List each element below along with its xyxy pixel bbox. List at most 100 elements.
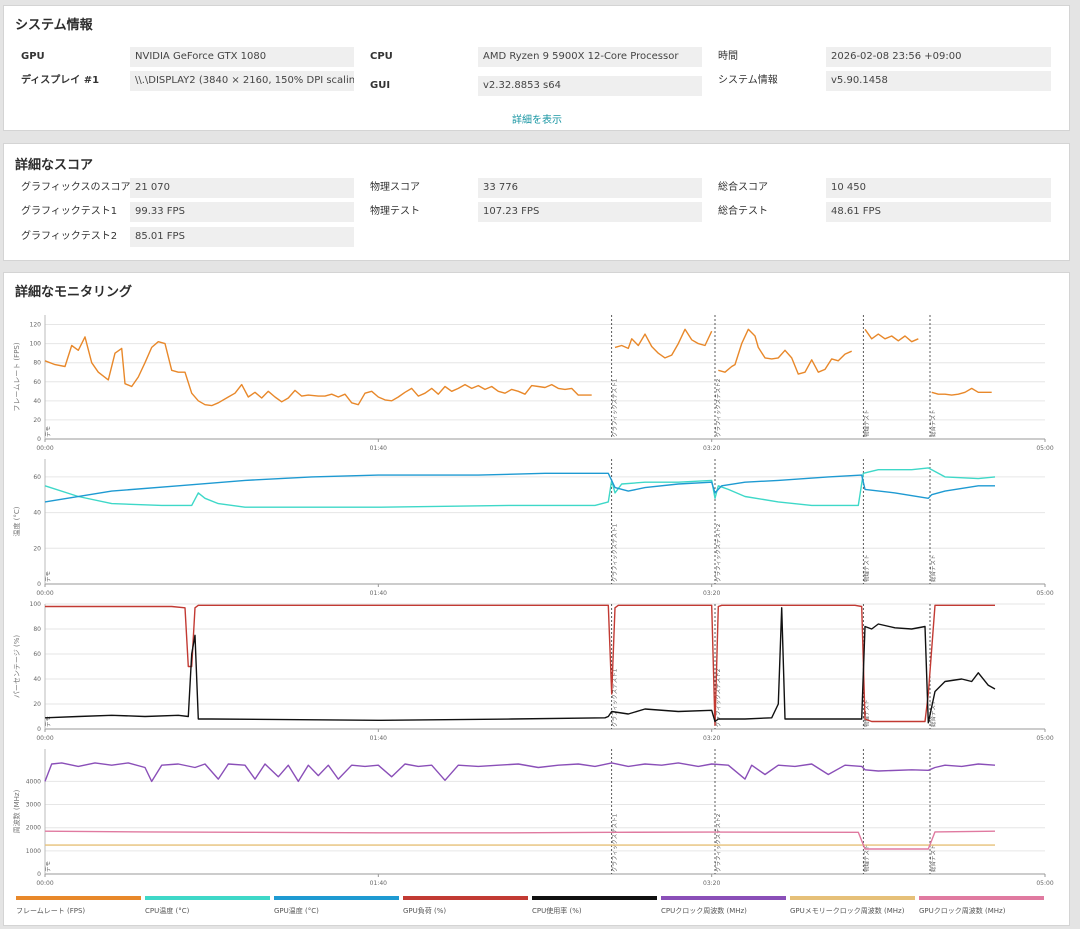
x-tick-label: 00:00 — [36, 590, 53, 597]
chart-legend: フレームレート (FPS) CPU温度 (°C) GPU温度 (°C) GPU負荷 (… — [16, 896, 1056, 926]
legend-item[interactable]: GPUメモリークロック周波数 (MHz) — [790, 896, 917, 916]
graphics-score-label: グラフィックスのスコア — [21, 182, 131, 193]
series-line — [44, 472, 995, 503]
combined-test-value: 48.61 FPS — [826, 202, 1051, 222]
y-tick-label: 120 — [30, 322, 42, 329]
section-marker-label: グラフィックステスト2 — [714, 379, 722, 437]
y-axis-label: 周波数 (MHz) — [12, 789, 21, 833]
display-label: ディスプレイ #1 — [21, 75, 100, 86]
series-line — [44, 762, 996, 783]
display-value: \\.\DISPLAY2 (3840 × 2160, 150% DPI scal… — [130, 71, 354, 91]
x-tick-label: 01:40 — [370, 590, 387, 597]
x-tick-label: 03:20 — [703, 735, 720, 742]
y-tick-label: 2000 — [26, 825, 41, 832]
y-tick-label: 60 — [33, 379, 41, 386]
y-tick-label: 4000 — [26, 778, 41, 785]
series-line — [44, 830, 996, 850]
x-tick-label: 05:00 — [1036, 880, 1053, 887]
x-tick-label: 05:00 — [1036, 445, 1053, 452]
series-line — [931, 387, 992, 396]
chart-panel-3: 0 1000 2000 3000 4000 00:00 01:40 03:20 05:00 周波数… — [12, 749, 1054, 887]
y-tick-label: 20 — [33, 545, 41, 552]
y-axis-label: フレームレート (FPS) — [13, 342, 21, 411]
physics-score-label: 物理スコア — [370, 182, 420, 193]
show-details-link[interactable]: 詳細を表示 — [512, 115, 562, 126]
y-tick-label: 40 — [33, 398, 41, 405]
y-tick-label: 20 — [33, 701, 41, 708]
sysinfo-value: v5.90.1458 — [826, 71, 1051, 91]
legend-swatch — [403, 896, 528, 900]
time-label: 時間 — [718, 51, 738, 62]
monitoring-title: 詳細なモニタリング — [15, 285, 133, 300]
section-marker-label: グラフィックステスト1 — [611, 814, 619, 872]
section-marker-label: 物理テスト — [862, 554, 870, 582]
legend-item[interactable]: CPU温度 (°C) — [145, 896, 272, 916]
x-tick-label: 01:40 — [370, 880, 387, 887]
legend-swatch — [274, 896, 399, 900]
section-marker-label: グラフィックステスト1 — [611, 379, 619, 437]
section-marker-label: 総合テスト — [929, 844, 937, 872]
legend-item[interactable]: フレームレート (FPS) — [16, 896, 143, 916]
physics-test-label: 物理テスト — [370, 206, 420, 217]
series-line — [614, 328, 713, 359]
legend-label: GPUメモリークロック周波数 (MHz) — [790, 907, 905, 915]
section-marker-label: 総合テスト — [929, 409, 937, 437]
section-marker-label: 物理テスト — [862, 699, 870, 727]
legend-label: CPU温度 (°C) — [145, 907, 190, 915]
y-tick-label: 0 — [37, 581, 41, 588]
section-marker-label: デモ — [44, 571, 52, 582]
legend-swatch — [919, 896, 1044, 900]
series-line — [44, 607, 996, 724]
chart-panel-2: 0 20 40 60 80 100 00:00 01:40 03:20 05:00 パーセンテージ … — [13, 601, 1054, 742]
legend-label: CPUクロック周波数 (MHz) — [661, 907, 747, 915]
gt2-label: グラフィックテスト2 — [21, 231, 118, 242]
legend-item[interactable]: GPUクロック周波数 (MHz) — [919, 896, 1046, 916]
y-tick-label: 20 — [33, 417, 41, 424]
combined-score-label: 総合スコア — [718, 182, 768, 193]
x-tick-label: 00:00 — [36, 445, 53, 452]
y-tick-label: 80 — [33, 626, 41, 633]
scores-card: 詳細なスコア グラフィックスのスコア 21 070 物理スコア 33 776 総… — [3, 143, 1070, 261]
gui-value: v2.32.8853 s64 — [478, 76, 702, 96]
y-tick-label: 0 — [37, 871, 41, 878]
section-marker-label: 物理テスト — [862, 844, 870, 872]
series-line — [718, 328, 852, 375]
section-marker-label: グラフィックステスト1 — [611, 524, 619, 582]
gt1-label: グラフィックテスト1 — [21, 206, 118, 217]
y-axis-label: パーセンテージ (%) — [13, 635, 21, 698]
section-marker-label: デモ — [44, 716, 52, 727]
chart-panel-1: 0 20 40 60 00:00 01:40 03:20 05:00 温度 (°C) デモ グラフィ… — [12, 459, 1054, 597]
y-tick-label: 60 — [33, 651, 41, 658]
x-tick-label: 03:20 — [703, 445, 720, 452]
legend-swatch — [16, 896, 141, 900]
y-tick-label: 40 — [33, 676, 41, 683]
monitoring-card: 詳細なモニタリング — [3, 272, 1070, 926]
y-tick-label: 40 — [33, 510, 41, 517]
scores-title: 詳細なスコア — [15, 158, 94, 173]
gui-label: GUI — [370, 80, 391, 91]
x-tick-label: 03:20 — [703, 590, 720, 597]
y-tick-label: 3000 — [26, 802, 41, 809]
section-marker-label: グラフィックステスト1 — [611, 669, 619, 727]
series-line — [44, 467, 996, 508]
legend-swatch — [145, 896, 270, 900]
series-line — [864, 328, 919, 343]
y-tick-label: 1000 — [26, 848, 41, 855]
legend-item[interactable]: GPU負荷 (%) — [403, 896, 530, 916]
legend-swatch — [790, 896, 915, 900]
legend-item[interactable]: GPU温度 (°C) — [274, 896, 401, 916]
legend-item[interactable]: CPU使用率 (%) — [532, 896, 659, 916]
legend-swatch — [532, 896, 657, 900]
chart-panel-0: 0 20 40 60 80 100 120 00:00 01:40 03:20 05:00 フレームレ… — [13, 315, 1054, 452]
y-tick-label: 100 — [30, 341, 42, 348]
legend-label: GPU温度 (°C) — [274, 907, 319, 915]
section-marker-label: 総合テスト — [929, 554, 937, 582]
legend-label: CPU使用率 (%) — [532, 907, 582, 915]
x-tick-label: 00:00 — [36, 880, 53, 887]
gpu-value: NVIDIA GeForce GTX 1080 — [130, 47, 354, 67]
y-tick-label: 0 — [37, 726, 41, 733]
section-marker-label: 物理テスト — [862, 409, 870, 437]
legend-item[interactable]: CPUクロック周波数 (MHz) — [661, 896, 788, 916]
system-info-card: システム情報 GPU NVIDIA GeForce GTX 1080 CPU A… — [3, 5, 1070, 131]
